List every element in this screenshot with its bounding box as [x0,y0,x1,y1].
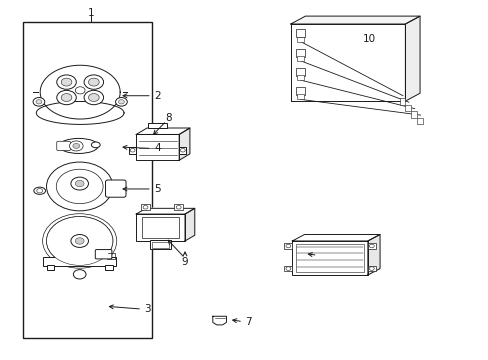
Circle shape [180,148,185,152]
Bar [399,98,405,105]
Circle shape [143,206,148,209]
Circle shape [73,143,80,148]
Bar [296,56,304,61]
Bar [179,147,186,154]
Circle shape [61,94,72,102]
Text: 6: 6 [320,250,326,260]
Polygon shape [136,128,189,134]
Bar [295,87,305,95]
Circle shape [73,270,86,279]
Polygon shape [136,208,194,214]
Bar [150,240,171,249]
Circle shape [75,180,84,187]
Ellipse shape [59,138,98,153]
Ellipse shape [91,142,100,148]
Text: 3: 3 [144,304,151,314]
Bar [284,243,292,249]
FancyBboxPatch shape [105,180,126,197]
Circle shape [46,217,113,265]
Bar [295,29,305,37]
Circle shape [46,162,113,211]
Circle shape [130,148,135,152]
Bar [136,134,179,160]
Bar [416,118,422,124]
Circle shape [115,98,127,106]
Bar [43,257,116,266]
Circle shape [75,87,85,94]
Circle shape [53,221,106,261]
Circle shape [37,189,42,193]
Circle shape [84,90,103,105]
Circle shape [33,98,45,106]
Bar [148,123,166,128]
Text: 7: 7 [245,317,252,327]
Bar [284,266,292,271]
Circle shape [117,189,122,193]
Bar [105,265,113,270]
Text: 9: 9 [182,257,188,267]
Bar [367,243,375,249]
Bar [129,147,136,154]
Circle shape [368,244,373,248]
Text: 2: 2 [154,91,161,101]
Circle shape [46,217,113,265]
Bar [292,241,367,275]
Bar [22,22,152,338]
Bar [295,49,305,57]
Polygon shape [292,234,379,241]
Bar [405,105,410,111]
Circle shape [69,141,83,151]
Circle shape [84,75,103,89]
Bar [296,244,363,272]
Circle shape [118,100,124,104]
Polygon shape [290,24,405,101]
Ellipse shape [34,187,45,194]
Bar [296,75,304,80]
Circle shape [71,177,88,190]
Circle shape [88,94,99,102]
Bar [46,265,54,270]
Circle shape [42,214,117,268]
Circle shape [285,244,290,248]
Circle shape [71,234,88,247]
Bar [296,36,304,41]
Circle shape [368,267,373,270]
Circle shape [57,90,76,105]
Circle shape [56,169,103,204]
Text: 5: 5 [154,184,161,194]
Polygon shape [184,208,194,241]
Polygon shape [367,234,379,275]
Polygon shape [290,16,419,24]
Bar [410,111,416,118]
Bar [136,214,184,241]
FancyBboxPatch shape [95,249,112,259]
Text: 10: 10 [362,35,375,44]
Bar [295,68,305,76]
Circle shape [36,100,42,104]
Bar [152,242,168,248]
Bar [367,266,375,271]
Circle shape [88,78,99,86]
Text: 4: 4 [154,143,161,153]
Circle shape [176,206,181,209]
Polygon shape [179,128,189,160]
FancyBboxPatch shape [57,141,70,150]
Polygon shape [36,102,124,125]
Bar [142,217,179,238]
Text: 1: 1 [87,8,94,18]
Circle shape [61,78,72,86]
Circle shape [75,238,84,244]
Text: 8: 8 [165,113,172,123]
Bar [141,204,150,210]
Bar [296,94,304,99]
Polygon shape [40,65,120,119]
Circle shape [57,75,76,89]
Ellipse shape [114,187,125,194]
Circle shape [285,267,290,270]
Bar [174,204,183,210]
Polygon shape [405,16,419,101]
Polygon shape [212,316,226,325]
